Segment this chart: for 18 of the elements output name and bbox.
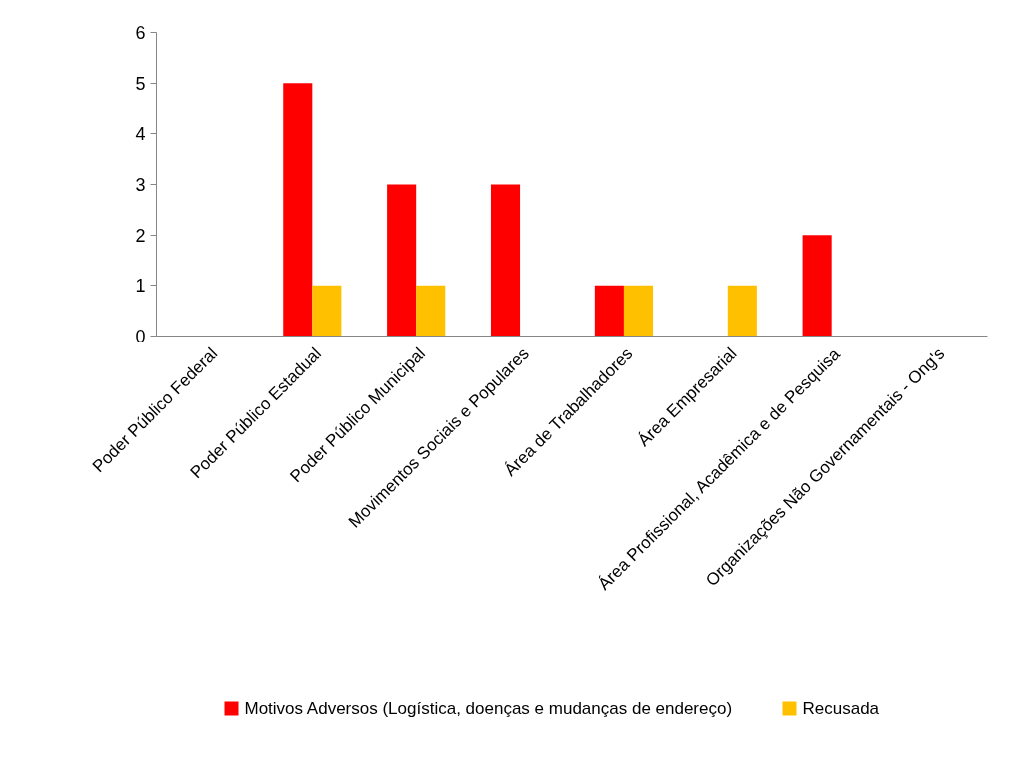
legend-label: Recusada [802,699,880,718]
y-tick-label: 1 [135,276,146,297]
bar [623,285,654,337]
y-tick-label: 4 [135,124,146,145]
y-tick-label: 5 [135,73,146,94]
y-tick-label: 3 [135,175,146,195]
y-tick-label: 0 [135,326,146,347]
bar [727,285,757,337]
y-tick-label: 6 [135,23,146,43]
bar [490,184,521,337]
y-tick-label: 2 [135,225,146,246]
legend-label: Motivos Adversos (Logística, doenças e mudanças de endereço) [244,699,733,718]
bar [594,285,624,337]
bar [416,285,446,337]
bar [387,184,417,337]
bar [283,83,313,337]
bar [802,235,832,337]
bar [312,285,342,337]
